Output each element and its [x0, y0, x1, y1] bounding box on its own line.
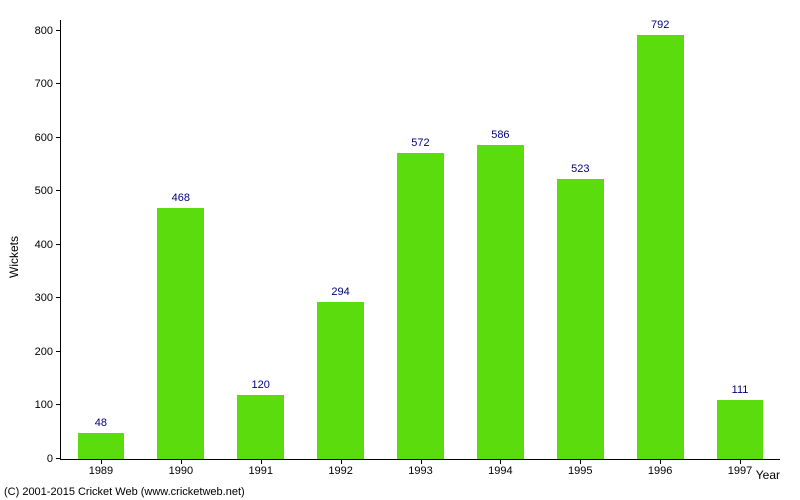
y-tick-mark	[56, 190, 61, 191]
y-tick-mark	[56, 404, 61, 405]
bar: 48	[78, 433, 125, 459]
x-tick-mark	[181, 459, 182, 464]
x-axis-label: Year	[756, 468, 780, 482]
x-tick-mark	[421, 459, 422, 464]
bar-value-label: 294	[331, 286, 349, 302]
bar: 120	[237, 395, 284, 459]
y-tick-label: 600	[35, 132, 61, 144]
y-tick-mark	[56, 351, 61, 352]
copyright-text: (C) 2001-2015 Cricket Web (www.cricketwe…	[4, 486, 245, 498]
y-axis-label: Wickets	[7, 236, 21, 278]
y-tick-mark	[56, 244, 61, 245]
bar: 523	[557, 179, 604, 459]
bar-value-label: 523	[571, 163, 589, 179]
bar: 572	[397, 153, 444, 459]
y-tick-mark	[56, 137, 61, 138]
bar-value-label: 111	[732, 384, 749, 400]
y-tick-label: 100	[35, 399, 61, 411]
x-tick-mark	[660, 459, 661, 464]
y-tick-label: 800	[35, 25, 61, 37]
bar: 111	[717, 400, 764, 459]
y-tick-mark	[56, 30, 61, 31]
x-tick-mark	[261, 459, 262, 464]
bar: 586	[477, 145, 524, 459]
y-tick-mark	[56, 83, 61, 84]
bar: 294	[317, 302, 364, 459]
chart-container: Wickets 01002003004005006007008001989481…	[0, 0, 800, 500]
y-tick-label: 0	[47, 453, 61, 465]
y-tick-mark	[56, 458, 61, 459]
x-tick-mark	[500, 459, 501, 464]
x-tick-mark	[580, 459, 581, 464]
plot-area: 0100200300400500600700800198948199046819…	[60, 20, 780, 460]
bar-value-label: 792	[651, 19, 669, 35]
y-tick-label: 700	[35, 78, 61, 90]
x-tick-mark	[341, 459, 342, 464]
y-tick-label: 200	[35, 346, 61, 358]
y-tick-label: 300	[35, 292, 61, 304]
bar: 468	[157, 208, 204, 459]
bar-value-label: 48	[95, 417, 107, 433]
y-tick-label: 400	[35, 239, 61, 251]
x-tick-mark	[101, 459, 102, 464]
bar-value-label: 468	[172, 192, 190, 208]
bar-value-label: 572	[411, 137, 429, 153]
bar: 792	[637, 35, 684, 459]
bar-value-label: 120	[252, 379, 270, 395]
y-tick-mark	[56, 297, 61, 298]
bar-value-label: 586	[491, 129, 509, 145]
x-tick-mark	[740, 459, 741, 464]
y-tick-label: 500	[35, 185, 61, 197]
